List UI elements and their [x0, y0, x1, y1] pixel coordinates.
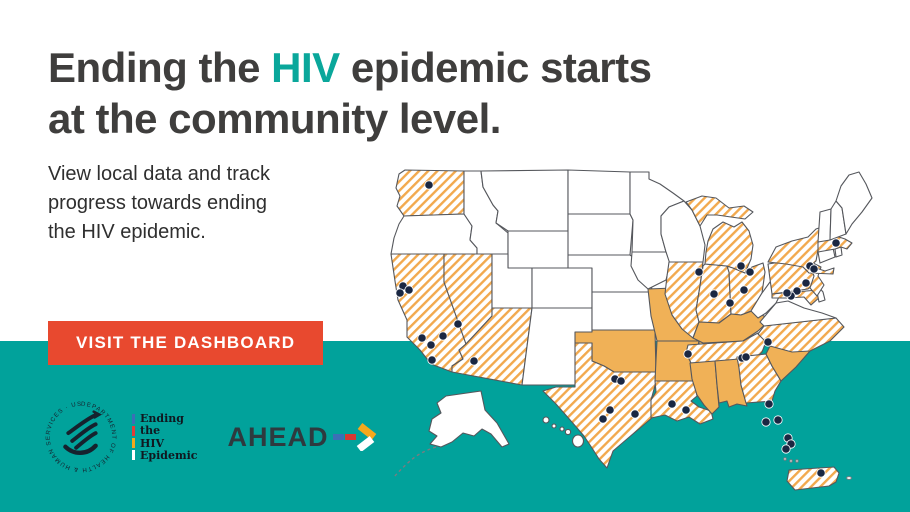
state-wv — [750, 281, 782, 319]
ehe-county-dot — [831, 238, 841, 248]
state-md — [771, 289, 822, 306]
state-ia — [630, 251, 671, 290]
ehe-county-dot — [453, 319, 463, 329]
state-nv — [443, 253, 493, 345]
ehe-bar-white — [132, 450, 135, 461]
ehe-county-dot — [786, 291, 796, 301]
ehe-county-dot — [739, 285, 749, 295]
state-ne — [567, 254, 653, 293]
ehe-county-dot — [404, 285, 414, 295]
state-or — [390, 213, 478, 255]
subtext-line3: the HIV epidemic. — [48, 221, 206, 243]
ehe-county-dot — [424, 180, 434, 190]
state-pa — [767, 256, 819, 295]
state-me — [835, 171, 873, 235]
state-de — [816, 285, 826, 303]
state-co — [531, 267, 593, 309]
hhs-logo: DEPARTMENT OF HEALTH & HUMAN SERVICES · … — [42, 398, 115, 472]
ehe-county-dot — [745, 267, 755, 277]
ehe-county-dot — [782, 288, 792, 298]
state-ks — [591, 291, 656, 331]
state-mo — [647, 286, 711, 348]
state-id — [463, 170, 509, 255]
logos-row: DEPARTMENT OF HEALTH & HUMAN SERVICES · … — [42, 398, 379, 476]
state-il — [664, 261, 704, 339]
state-ma — [817, 235, 853, 253]
ehe-county-dot — [694, 267, 704, 277]
ehe-county-dot — [736, 261, 746, 271]
state-wi — [660, 200, 706, 263]
state-ri — [834, 246, 843, 258]
hhs-eagle-icon — [63, 410, 103, 456]
ehe-bar-red — [132, 425, 135, 436]
page-title: Ending the HIV epidemic starts at the co… — [48, 42, 828, 144]
ehe-county-dot — [805, 261, 815, 271]
subtext-line2: progress towards ending — [48, 192, 268, 214]
state-in — [695, 263, 732, 324]
headline-post: epidemic starts — [339, 44, 652, 91]
state-ct — [817, 247, 836, 264]
ehe-county-dot — [809, 264, 819, 274]
subtext: View local data and track progress towar… — [48, 160, 348, 247]
state-mt — [480, 169, 569, 232]
ahead-logo: AHEAD — [227, 422, 379, 453]
subtext-line1: View local data and track — [48, 163, 270, 185]
ehe-word: Epidemic — [140, 448, 198, 462]
state-ny — [767, 223, 837, 275]
ehe-county-dot — [395, 288, 405, 298]
state-wa — [395, 169, 465, 217]
ehe-logo: Ending the HIV Epidemic — [132, 412, 197, 461]
headline-line2: at the community level. — [48, 95, 501, 142]
ehe-bar-orange — [132, 438, 135, 449]
ehe-county-dot — [801, 278, 811, 288]
ehe-county-dot — [792, 286, 802, 296]
ahead-arrow-icon — [333, 423, 377, 451]
state-oh — [726, 262, 766, 316]
state-mi_lp — [704, 221, 754, 274]
ehe-word: HIV — [140, 436, 165, 450]
state-sd — [567, 213, 634, 256]
headline-highlight-hiv: HIV — [271, 44, 340, 91]
state-vt — [817, 208, 832, 243]
ehe-bar-blue — [132, 413, 135, 424]
ahead-wordmark: AHEAD — [227, 421, 329, 452]
state-va — [759, 300, 837, 327]
ehe-county-dot — [725, 298, 735, 308]
state-ut — [491, 253, 533, 309]
state-mn — [629, 171, 685, 253]
state-nj — [809, 262, 825, 297]
ehe-county-dot — [398, 281, 408, 291]
ehe-county-dot — [709, 289, 719, 299]
state-nh — [829, 200, 847, 241]
ehe-word: Ending — [140, 412, 184, 426]
state-wy — [507, 230, 576, 269]
ehe-county-dot — [438, 331, 448, 341]
ehe-word: the — [140, 424, 161, 438]
state-ky — [692, 310, 771, 344]
state-nd — [567, 169, 631, 215]
visit-dashboard-button[interactable]: VISIT THE DASHBOARD — [48, 321, 324, 365]
headline-pre: Ending the — [48, 44, 272, 91]
state-mi_up — [685, 195, 754, 227]
